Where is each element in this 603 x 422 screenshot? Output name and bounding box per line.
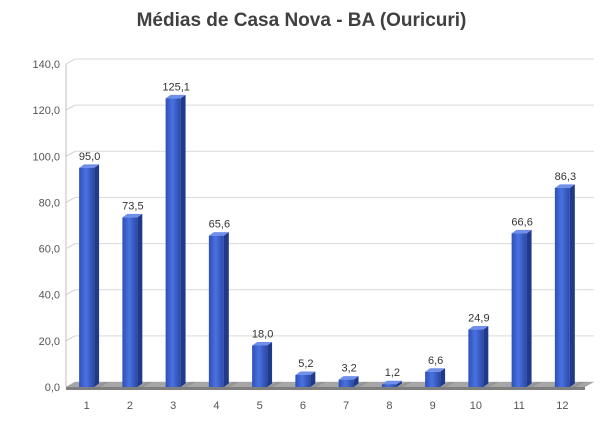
data-label: 95,0 bbox=[79, 151, 100, 163]
data-label: 5,2 bbox=[298, 358, 313, 370]
bar-side bbox=[569, 184, 575, 387]
bar-shadow bbox=[94, 382, 110, 387]
bar-side bbox=[310, 371, 316, 387]
bar-top bbox=[381, 380, 402, 385]
gridline-depth bbox=[65, 104, 76, 111]
bar-side bbox=[137, 213, 143, 387]
bar bbox=[425, 371, 441, 387]
x-tick-label: 5 bbox=[257, 400, 263, 412]
bar-top bbox=[208, 232, 229, 236]
gridline-depth bbox=[65, 243, 76, 250]
y-tick-label: 80,0 bbox=[39, 197, 60, 209]
chart-floor-edge bbox=[66, 387, 585, 390]
bar-side bbox=[440, 368, 446, 387]
bar-side bbox=[483, 326, 489, 387]
x-tick-label: 8 bbox=[386, 400, 392, 412]
x-tick-label: 4 bbox=[213, 400, 219, 412]
data-label: 24,9 bbox=[468, 313, 489, 325]
bar-top bbox=[122, 213, 143, 218]
bar-shadow bbox=[396, 382, 412, 387]
y-tick-label: 20,0 bbox=[39, 336, 60, 348]
bar bbox=[252, 345, 268, 387]
data-label: 125,1 bbox=[162, 81, 190, 93]
bar-side bbox=[396, 380, 402, 387]
bar-top bbox=[554, 184, 575, 188]
bar-shadow bbox=[137, 382, 153, 387]
data-label: 3,2 bbox=[341, 363, 356, 375]
gridline-depth bbox=[65, 150, 76, 157]
bar-shadow bbox=[440, 382, 456, 387]
bar-top bbox=[252, 341, 273, 346]
bar-shadow bbox=[310, 382, 326, 387]
bar-top bbox=[79, 164, 100, 168]
x-tick-label: 2 bbox=[127, 400, 133, 412]
data-label: 73,5 bbox=[122, 200, 143, 212]
x-tick-label: 1 bbox=[84, 400, 90, 412]
gridline-depth bbox=[65, 196, 76, 203]
bar-shadow bbox=[353, 382, 369, 387]
x-tick-label: 10 bbox=[470, 400, 482, 412]
x-tick-label: 12 bbox=[556, 400, 568, 412]
bar-side bbox=[353, 376, 359, 387]
y-tick-label: 60,0 bbox=[39, 244, 60, 256]
bar bbox=[208, 235, 224, 387]
bar bbox=[79, 167, 95, 387]
y-tick-label: 0,0 bbox=[45, 382, 60, 394]
bar bbox=[165, 98, 181, 387]
bar-shadow bbox=[526, 382, 542, 387]
gridline-depth bbox=[65, 335, 76, 342]
x-tick-label: 6 bbox=[300, 400, 306, 412]
bar-shadow bbox=[569, 382, 585, 387]
data-label: 18,0 bbox=[252, 328, 273, 340]
bar-top bbox=[338, 376, 359, 380]
bar-top bbox=[165, 94, 186, 99]
data-label: 1,2 bbox=[385, 367, 400, 379]
bar-shadow bbox=[483, 382, 499, 387]
y-tick-label: 40,0 bbox=[39, 290, 60, 302]
chart-title: Médias de Casa Nova - BA (Ouricuri) bbox=[136, 10, 467, 31]
bar bbox=[122, 217, 138, 387]
x-tick-label: 9 bbox=[430, 400, 436, 412]
bar bbox=[381, 384, 397, 387]
bar bbox=[511, 233, 527, 387]
bar-top bbox=[468, 326, 489, 330]
bar-side bbox=[223, 232, 229, 387]
data-label: 6,6 bbox=[428, 355, 443, 367]
bar-shadow bbox=[180, 382, 196, 387]
data-label: 65,6 bbox=[209, 219, 230, 231]
gridline-depth bbox=[65, 58, 76, 65]
bar-top bbox=[295, 371, 316, 376]
bar-side bbox=[526, 229, 532, 387]
bar-side bbox=[94, 164, 100, 387]
bar bbox=[295, 375, 311, 387]
bar bbox=[338, 379, 354, 387]
data-label: 86,3 bbox=[555, 171, 576, 183]
gridline-depth bbox=[65, 289, 76, 296]
chart-floor bbox=[66, 382, 594, 387]
x-tick-label: 11 bbox=[513, 400, 524, 412]
y-tick-label: 120,0 bbox=[32, 105, 60, 117]
bar bbox=[468, 329, 484, 387]
bar bbox=[554, 187, 570, 387]
y-tick-label: 100,0 bbox=[32, 151, 60, 163]
bar-shadow bbox=[223, 382, 239, 387]
bar-side bbox=[180, 94, 186, 387]
x-tick-label: 7 bbox=[343, 400, 349, 412]
x-tick-label: 3 bbox=[170, 400, 176, 412]
bar-top bbox=[425, 368, 446, 372]
bar-shadow bbox=[267, 382, 283, 387]
y-tick-label: 140,0 bbox=[32, 59, 60, 71]
data-label: 66,6 bbox=[511, 216, 532, 228]
bar-side bbox=[267, 341, 273, 387]
bar-top bbox=[511, 229, 532, 234]
